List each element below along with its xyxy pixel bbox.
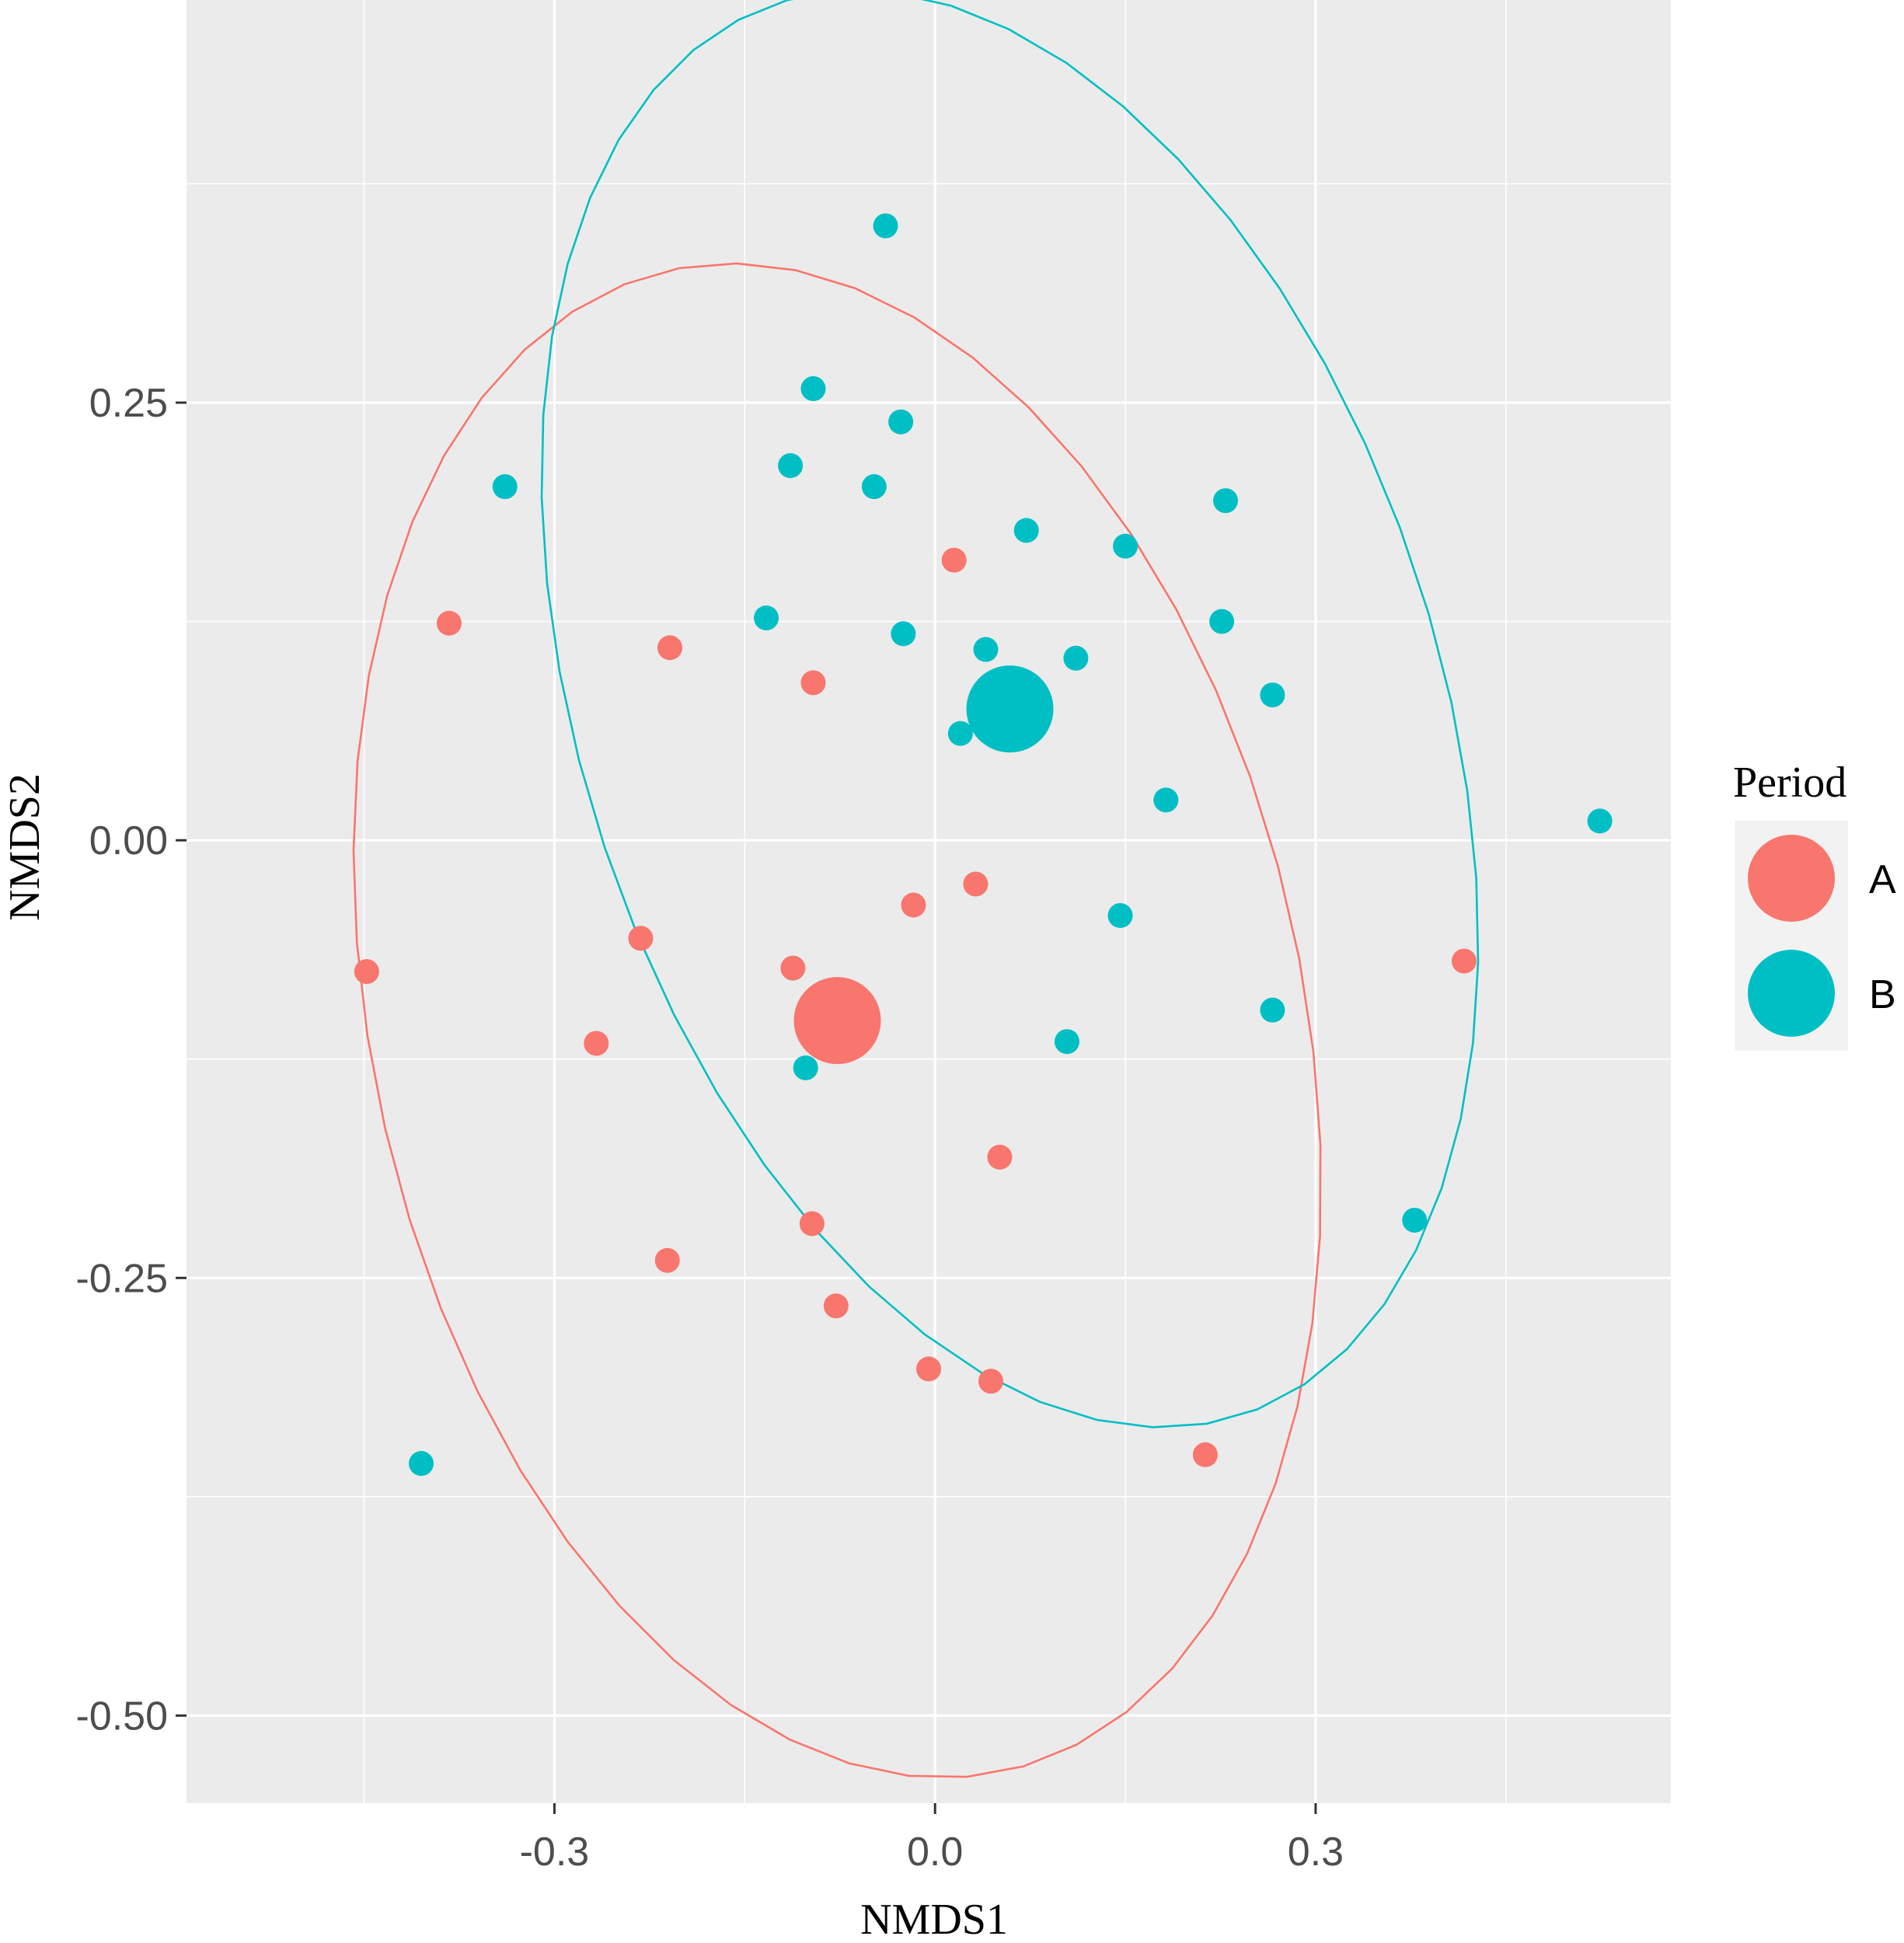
point-period-b [891,621,916,647]
confidence-ellipses [352,0,1480,1778]
point-period-a [916,1356,941,1382]
point-period-b [888,409,914,434]
y-tick-label: -0.50 [75,1694,168,1739]
point-period-a [657,635,682,661]
point-period-b [778,453,804,479]
point-period-a [780,955,806,981]
point-period-a [1451,948,1477,974]
point-period-b [1260,682,1285,708]
point-period-b [1213,488,1238,514]
point-period-a [978,1369,1003,1394]
point-period-b [1587,808,1613,834]
x-axis-title: NMDS1 [860,1896,1008,1943]
point-period-b [861,474,887,500]
axes: -0.3 0.0 0.3 -0.50 -0.25 0.00 0.25 [75,381,1344,1875]
legend-label-a: A [1869,857,1896,902]
point-period-b [1054,1029,1079,1055]
point-period-a [799,1211,825,1237]
data-points [354,213,1613,1477]
y-tick-label: 0.00 [89,818,168,863]
point-period-b [1260,997,1285,1023]
point-period-b [1402,1207,1428,1233]
point-period-b [1013,518,1039,543]
point-period-b [409,1451,434,1477]
point-period-b [1153,787,1179,813]
point-period-a [354,959,379,985]
grid-lines [187,0,1671,1803]
x-tick-label: -0.3 [520,1830,590,1875]
point-period-a [823,1293,849,1319]
point-period-b [800,376,826,402]
point-period-a [987,1144,1013,1170]
ellipse-period-b [540,0,1480,1428]
ellipse-period-a [352,262,1322,1778]
point-period-b [1209,609,1235,634]
point-period-a [963,871,989,897]
point-period-b [1113,533,1139,559]
point-period-a [654,1247,680,1273]
point-period-a [1192,1442,1218,1467]
legend-label-b: B [1869,972,1896,1017]
point-period-a [436,610,462,636]
x-tick-label: 0.3 [1288,1830,1344,1875]
point-period-a [941,547,967,573]
point-period-b [873,213,898,239]
centroid-period-b [966,665,1054,753]
y-axis-title: NMDS2 [1,773,49,921]
legend: Period A B [1733,759,1896,1051]
point-period-a [800,670,826,696]
point-period-b [793,1055,818,1080]
legend-title: Period [1733,759,1846,807]
plot-panel-background [187,0,1671,1803]
group-centroids [793,665,1054,1065]
legend-key-a [1748,835,1835,922]
point-period-b [973,637,999,662]
y-tick-label: -0.25 [75,1256,168,1301]
legend-key-b [1748,950,1835,1037]
centroid-period-a [793,977,881,1065]
point-period-b [1063,645,1089,671]
point-period-a [901,892,926,918]
point-period-a [628,926,654,951]
point-period-b [1107,903,1133,929]
point-period-a [584,1031,609,1056]
point-period-b [947,720,973,746]
point-period-b [492,474,518,500]
x-tick-label: 0.0 [907,1830,963,1875]
point-period-b [754,605,779,631]
y-tick-label: 0.25 [89,381,168,426]
